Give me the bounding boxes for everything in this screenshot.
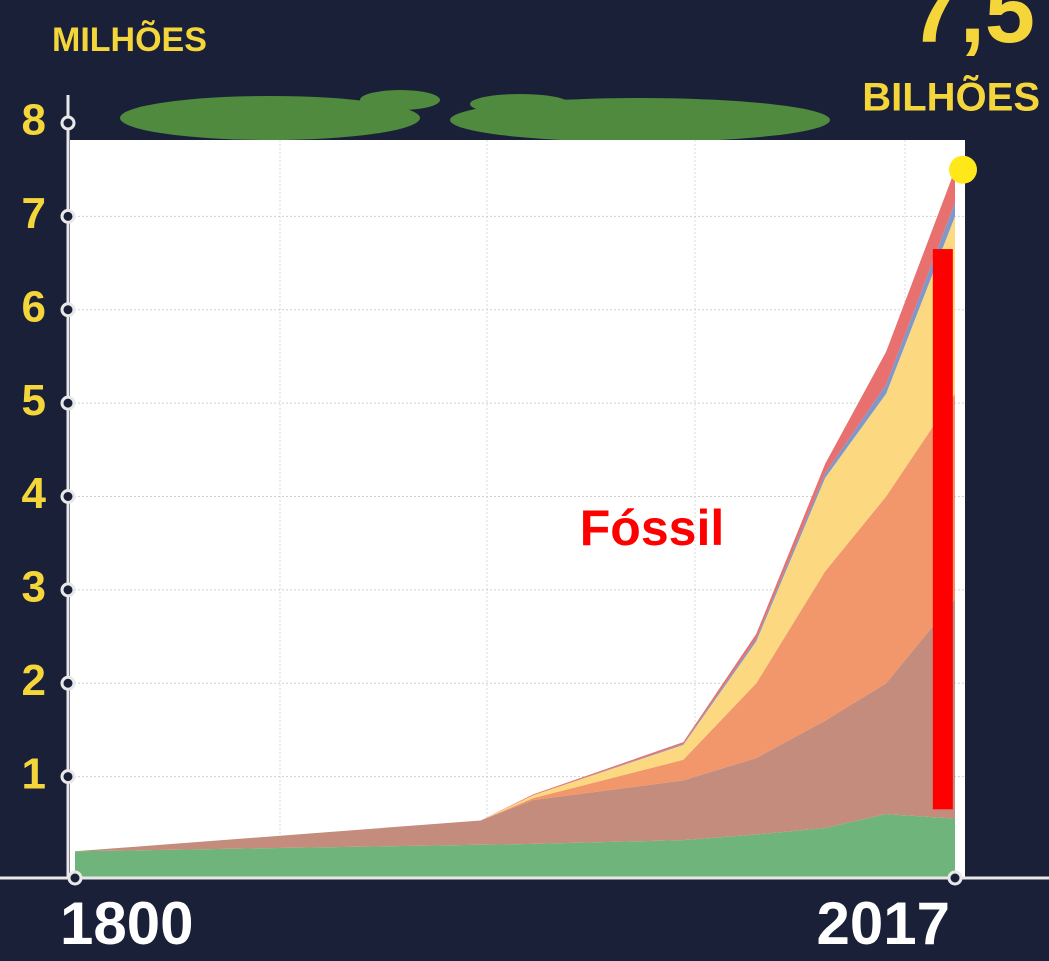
y-tick xyxy=(60,582,76,598)
y-tick xyxy=(60,769,76,785)
x-tick xyxy=(947,870,963,886)
areas xyxy=(70,169,965,878)
y-tick xyxy=(60,115,76,131)
area xyxy=(75,393,955,852)
y-tick-label: 7 xyxy=(22,189,46,238)
y-tick xyxy=(60,208,76,224)
area xyxy=(75,216,955,852)
y-tick-label: 3 xyxy=(22,563,46,612)
y-axis-label: MILHÕES xyxy=(52,21,207,59)
total-label: 7,5 xyxy=(910,0,1035,62)
y-tick-label: 1 xyxy=(22,749,46,798)
y-tick-label: 4 xyxy=(22,469,47,518)
x-tick xyxy=(67,870,83,886)
y-tick-label: 5 xyxy=(22,376,46,425)
overlay: Fóssil xyxy=(580,155,977,810)
x-tick-label: 2017 xyxy=(817,890,950,957)
x-tick-label: 1800 xyxy=(60,890,193,957)
y-tick-label: 6 xyxy=(22,282,46,331)
world-map xyxy=(120,90,830,142)
highlight-label: Fóssil xyxy=(580,500,724,556)
total-unit: BILHÕES xyxy=(862,74,1040,120)
y-tick xyxy=(60,395,76,411)
y-tick xyxy=(60,302,76,318)
y-tick xyxy=(60,489,76,504)
y-tick-label: 8 xyxy=(22,96,46,145)
area xyxy=(75,599,955,852)
y-tick-label: 2 xyxy=(22,656,46,705)
y-tick xyxy=(60,675,76,691)
area xyxy=(75,814,955,878)
highlight-bar xyxy=(932,249,953,810)
total-marker xyxy=(949,155,977,184)
